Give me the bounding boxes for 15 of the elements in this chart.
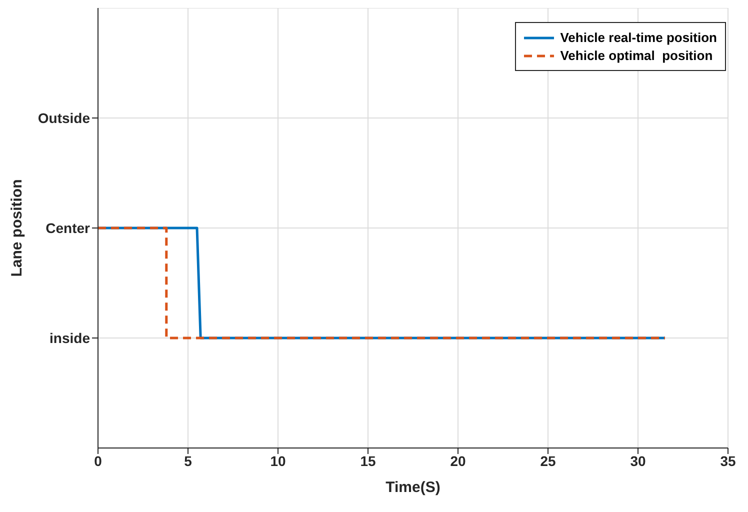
x-tick-label: 35 <box>720 452 736 469</box>
legend-label: Vehicle real-time position <box>560 30 717 45</box>
y-axis-title: Lane position <box>8 179 26 277</box>
category-label: Outside <box>38 110 90 126</box>
category-label: inside <box>50 330 90 346</box>
x-tick-label: 25 <box>540 452 556 469</box>
x-tick-label: 0 <box>94 452 102 469</box>
x-axis-title: Time(S) <box>386 479 440 496</box>
x-tick-label: 20 <box>450 452 466 469</box>
legend-label: Vehicle optimal position <box>560 48 713 63</box>
category-label: Center <box>46 220 90 236</box>
x-tick-label: 5 <box>184 452 192 469</box>
x-tick-label: 15 <box>360 452 376 469</box>
x-tick-label: 10 <box>270 452 286 469</box>
x-tick-label: 30 <box>630 452 646 469</box>
